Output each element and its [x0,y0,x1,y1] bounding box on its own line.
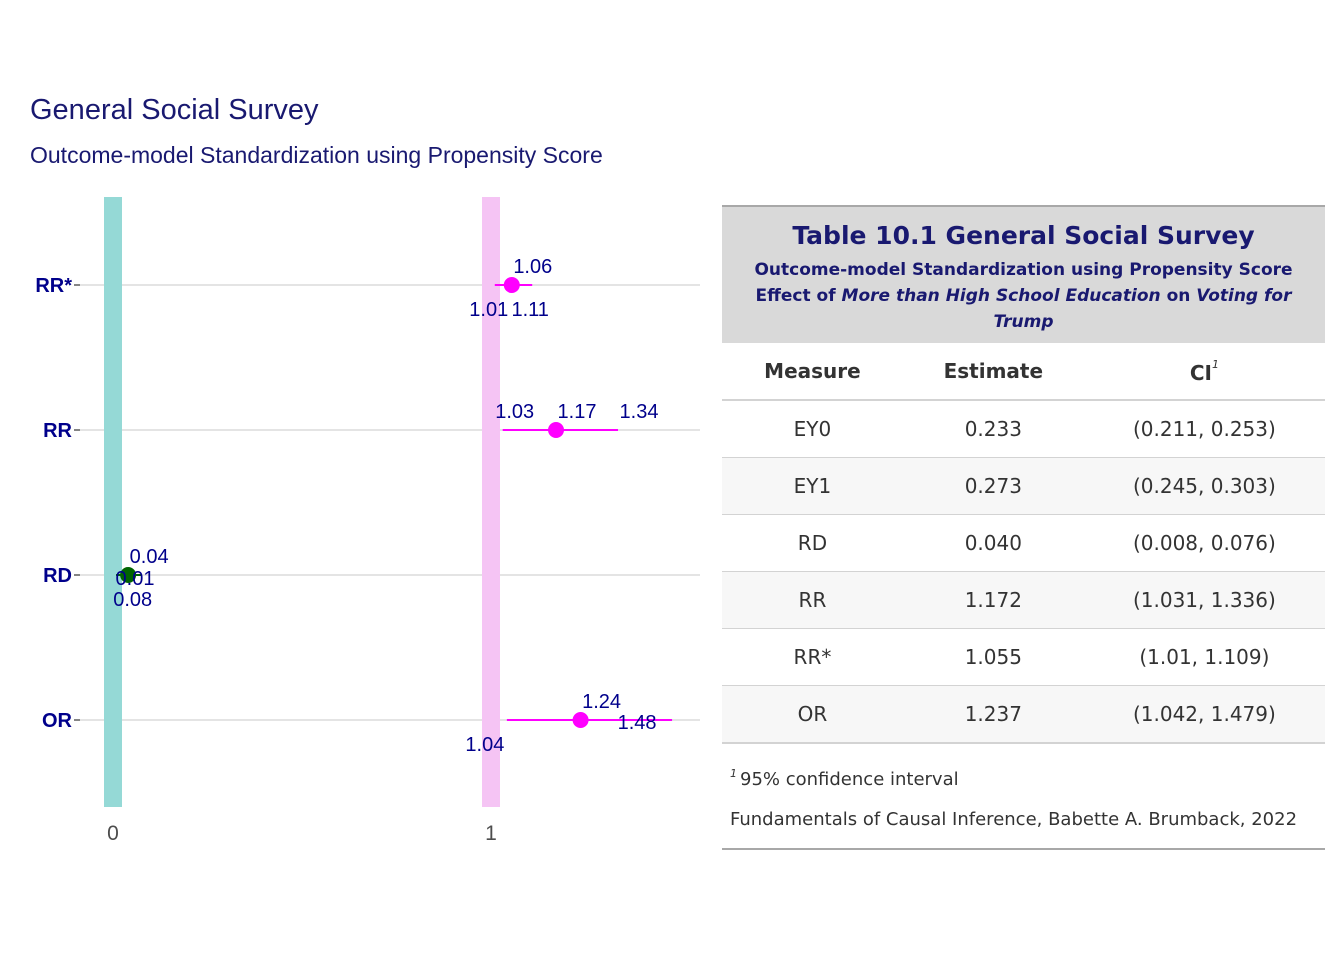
lower-label: 1.01 [469,299,508,321]
cell-estimate: 1.172 [902,571,1084,629]
cell-estimate: 1.055 [902,628,1084,686]
subtitle-effect: Effect of [755,286,836,306]
upper-label: 1.48 [618,712,657,734]
cell-ci: (0.008, 0.076) [1083,514,1325,572]
estimate-point [548,422,565,438]
column-header-estimate: Estimate [902,343,1084,401]
reference-band [482,197,500,807]
chart-title: General Social Survey [30,94,319,126]
table-title: Table 10.1 General Social Survey [792,221,1255,250]
estimate-point [503,277,520,293]
y-tick-label: RD [43,565,72,587]
cell-measure: RR [722,571,903,629]
cell-estimate: 0.040 [902,514,1084,572]
lower-label: 0.01 [116,568,155,590]
cell-estimate: 0.233 [902,400,1084,458]
results-table: Table 10.1 General Social Survey Outcome… [722,205,1325,850]
x-tick-label: 0 [107,822,119,845]
y-tick-label: RR* [35,275,72,297]
estimate-point [572,712,589,728]
table-row: EY1 0.273 (0.245, 0.303) [722,457,1325,515]
upper-label: 1.34 [620,401,659,423]
estimate-label: 1.06 [513,256,552,278]
column-header-measure: Measure [722,343,903,401]
cell-measure: RD [722,514,903,572]
estimate-label: 1.17 [558,401,597,423]
upper-label: 0.08 [113,589,152,611]
table-row: RR* 1.055 (1.01, 1.109) [722,628,1325,686]
cell-estimate: 1.237 [902,685,1084,743]
estimate-label: 1.24 [582,691,621,713]
ci-footnote-mark: 1 [1211,357,1219,371]
footnote-mark: 1 [730,767,737,780]
table-subtitle-line1: Outcome-model Standardization using Prop… [754,260,1293,280]
cell-ci: (1.042, 1.479) [1083,685,1325,743]
table-footer: 1 95% confidence interval Fundamentals of… [722,743,1325,848]
table-header: Table 10.1 General Social Survey Outcome… [722,207,1325,343]
reference-band [104,197,122,807]
source-note: Fundamentals of Causal Inference, Babett… [730,809,1298,830]
lower-label: 1.04 [465,734,504,756]
table-subtitle-line2: Effect of More than High School Educatio… [726,283,1321,335]
cell-estimate: 0.273 [902,457,1084,515]
table-row: EY0 0.233 (0.211, 0.253) [722,400,1325,458]
lower-label: 1.03 [495,401,534,423]
x-tick-label: 1 [485,822,497,845]
estimate-label: 0.04 [130,546,169,568]
estimate-point [120,567,137,583]
y-tick-label: RR [43,420,72,442]
cell-measure: OR [722,685,903,743]
footnote: 1 95% confidence interval [730,754,1317,800]
subtitle-outcome: Voting for Trump [993,286,1292,332]
cell-ci: (0.245, 0.303) [1083,457,1325,515]
table-row: OR 1.237 (1.042, 1.479) [722,685,1325,743]
column-header-ci: CI1 [1083,343,1325,401]
upper-label: 1.11 [511,299,548,321]
estimates-table: Measure Estimate CI1 EY0 0.233 (0.211, 0.2… [722,343,1325,743]
column-header-row: Measure Estimate CI1 [722,343,1325,401]
ci-label: CI [1189,360,1212,385]
cell-measure: EY1 [722,457,903,515]
cell-ci: (0.211, 0.253) [1083,400,1325,458]
cell-measure: EY0 [722,400,903,458]
cell-ci: (1.01, 1.109) [1083,628,1325,686]
footnote-text: 95% confidence interval [740,769,959,790]
table-row: RD 0.040 (0.008, 0.076) [722,514,1325,572]
chart-subtitle: Outcome-model Standardization using Prop… [30,142,603,168]
cell-ci: (1.031, 1.336) [1083,571,1325,629]
cell-measure: RR* [722,628,903,686]
y-tick-label: OR [42,710,73,732]
table-row: RR 1.172 (1.031, 1.336) [722,571,1325,629]
table-body: EY0 0.233 (0.211, 0.253) EY1 0.273 (0.245, 0.… [722,400,1325,743]
subtitle-on: on [1166,286,1191,306]
table-subtitle: Outcome-model Standardization using Prop… [726,257,1321,335]
subtitle-exposure: More than High School Education [841,286,1161,306]
